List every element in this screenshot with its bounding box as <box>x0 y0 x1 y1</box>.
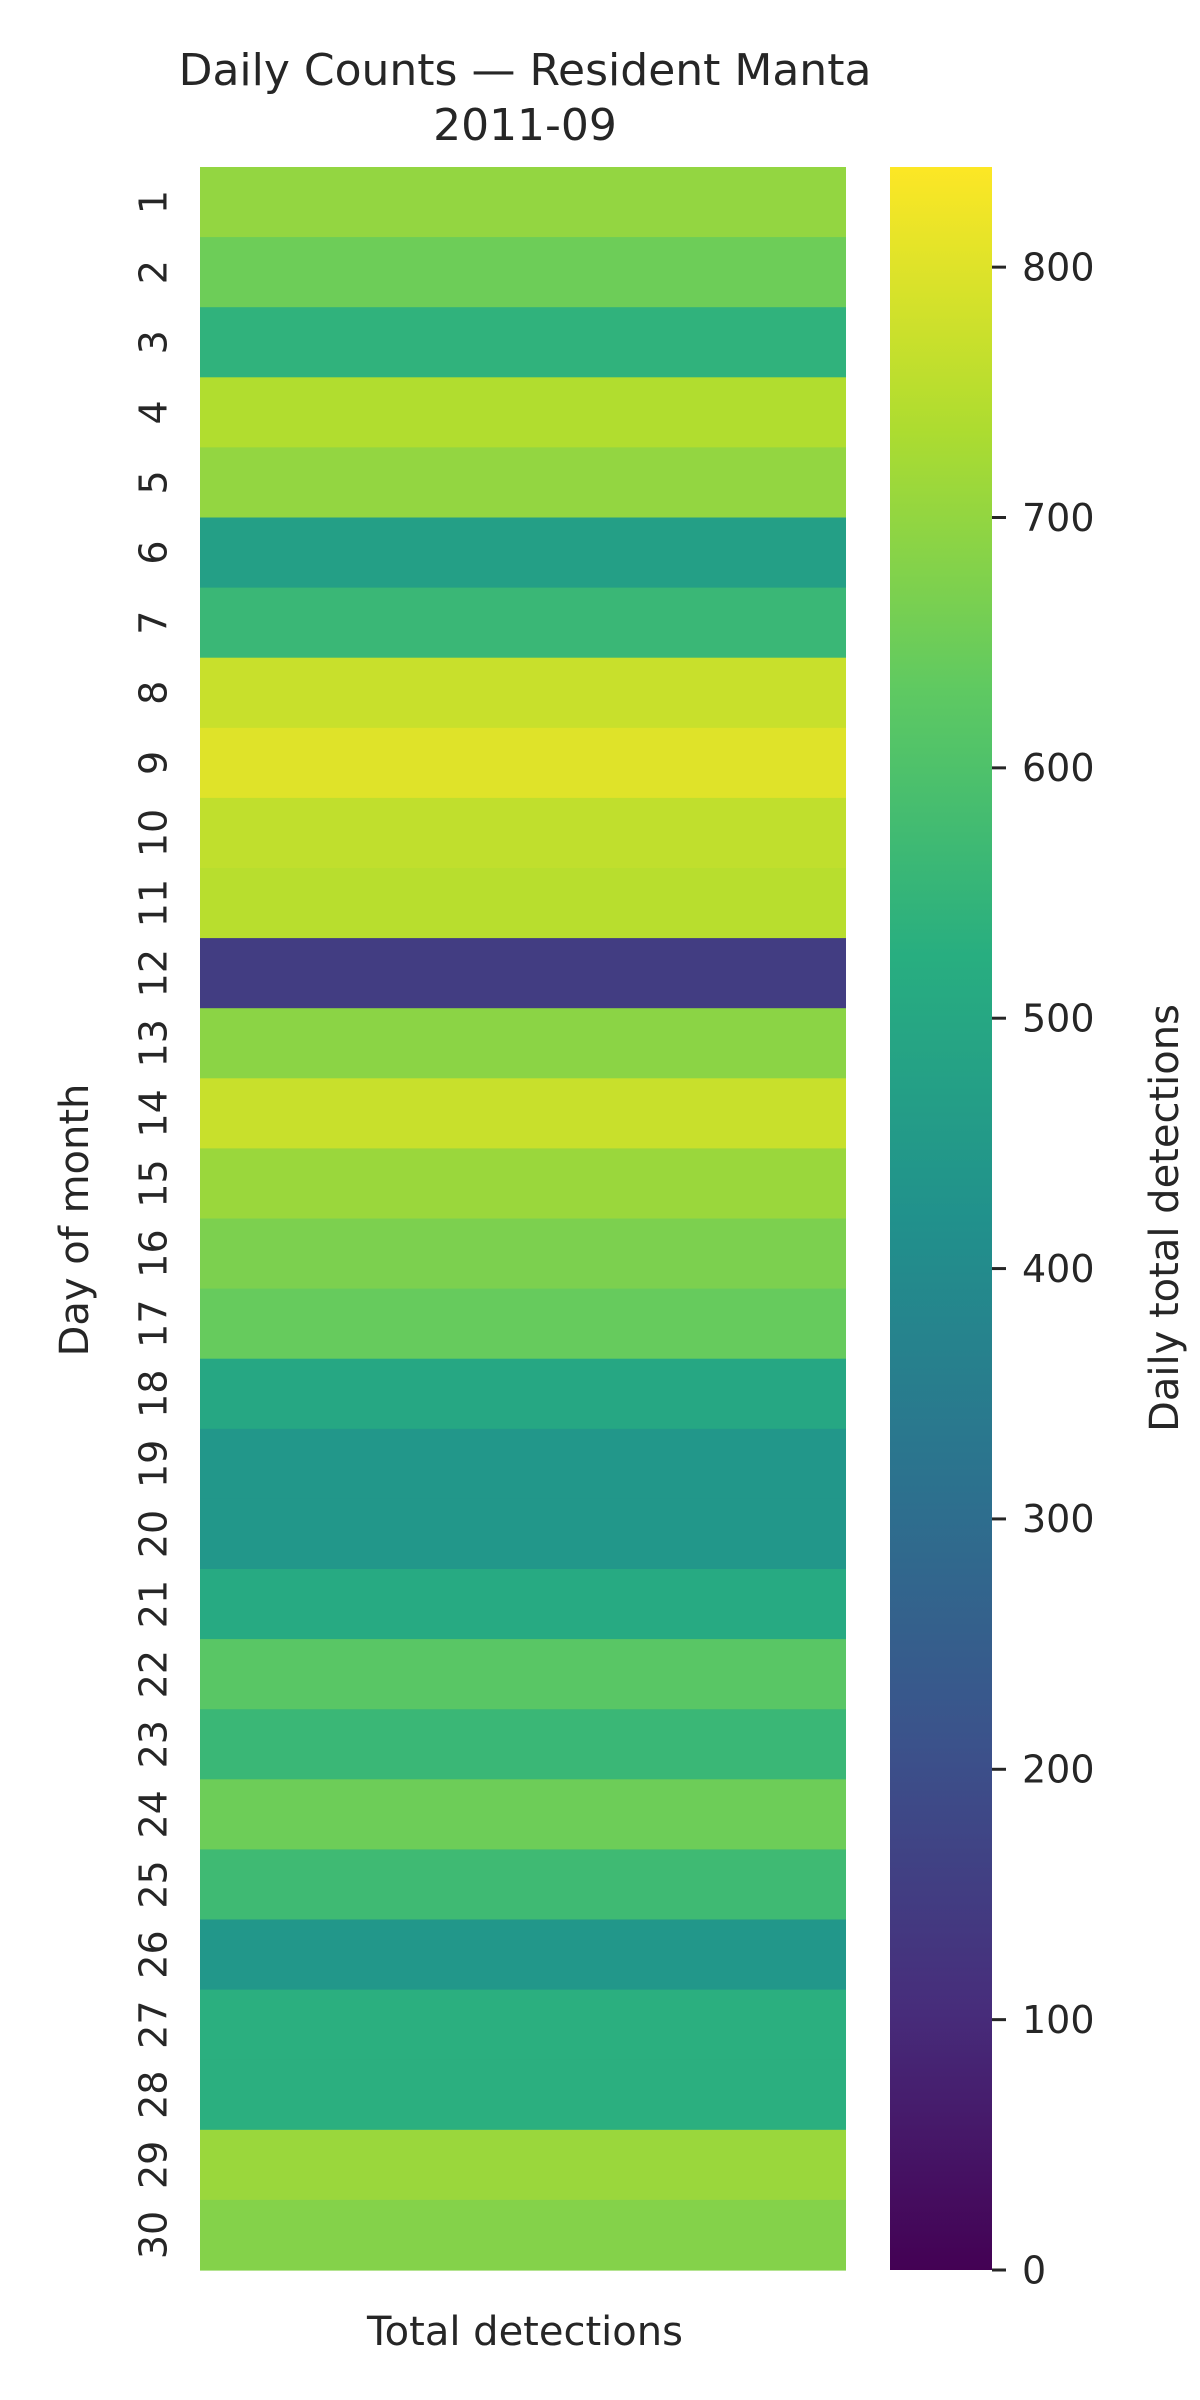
y-tick-label: 9 <box>131 751 175 775</box>
heatmap-cells <box>200 167 846 2271</box>
y-tick-label: 27 <box>131 2000 175 2048</box>
heatmap-cell-day-27 <box>200 1989 846 2061</box>
heatmap-cell-day-20 <box>200 1498 846 1570</box>
y-tick-label: 24 <box>131 1790 175 1838</box>
x-axis-label: Total detections <box>366 2309 683 2355</box>
heatmap-cell-day-11 <box>200 868 846 939</box>
y-tick-label: 1 <box>131 190 175 214</box>
heatmap-cell-day-19 <box>200 1428 846 1500</box>
heatmap-cell-day-30 <box>200 2199 846 2271</box>
y-tick-label: 12 <box>131 949 175 997</box>
y-tick-label: 19 <box>131 1440 175 1488</box>
y-tick-label: 10 <box>131 809 175 857</box>
y-tick-label: 28 <box>131 2071 175 2119</box>
heatmap-cell-day-4 <box>200 377 846 448</box>
y-tick-labels: 1234567891011121314151617181920212223242… <box>131 190 175 2259</box>
heatmap-cell-day-17 <box>200 1288 846 1360</box>
colorbar-tick-label: 400 <box>1022 1247 1095 1291</box>
colorbar-ticks: 0 100 200 300 400 500 600 700 800 <box>992 245 1095 2292</box>
y-tick-label: 25 <box>131 1860 175 1908</box>
y-tick-label: 26 <box>131 1930 175 1978</box>
heatmap-cell-day-5 <box>200 447 846 519</box>
y-tick-label: 4 <box>131 400 175 424</box>
y-tick-label: 23 <box>131 1720 175 1768</box>
heatmap-cell-day-23 <box>200 1709 846 1780</box>
y-tick-label: 3 <box>131 330 175 354</box>
y-tick-label: 14 <box>131 1089 175 1137</box>
colorbar <box>890 167 992 2270</box>
y-tick-label: 5 <box>131 470 175 494</box>
heatmap-cell-day-15 <box>200 1148 846 1220</box>
y-tick-label: 20 <box>131 1510 175 1558</box>
heatmap-cell-day-18 <box>200 1358 846 1430</box>
y-tick-label: 8 <box>131 681 175 705</box>
y-tick-label: 6 <box>131 540 175 564</box>
heatmap-cell-day-25 <box>200 1849 846 1921</box>
heatmap-cell-day-9 <box>200 727 846 799</box>
colorbar-tick-label: 200 <box>1022 1748 1095 1792</box>
colorbar-tick-label: 300 <box>1022 1497 1095 1541</box>
y-tick-label: 11 <box>131 879 175 927</box>
heatmap-cell-day-28 <box>200 2059 846 2131</box>
heatmap-cell-day-21 <box>200 1569 846 1640</box>
y-tick-label: 15 <box>131 1159 175 1207</box>
y-tick-label: 29 <box>131 2141 175 2189</box>
colorbar-tick-label: 500 <box>1022 997 1095 1041</box>
heatmap-cell-day-10 <box>200 797 846 869</box>
y-tick-label: 2 <box>131 260 175 284</box>
heatmap-cell-day-12 <box>200 938 846 1009</box>
y-tick-label: 22 <box>131 1650 175 1698</box>
y-tick-label: 21 <box>131 1580 175 1628</box>
heatmap-cell-day-24 <box>200 1779 846 1850</box>
heatmap-cell-day-26 <box>200 1919 846 1991</box>
colorbar-tick-label: 100 <box>1022 1998 1095 2042</box>
heatmap-cell-day-29 <box>200 2129 846 2201</box>
colorbar-label: Daily total detections <box>1142 1004 1188 1432</box>
colorbar-tick-label: 700 <box>1022 496 1095 540</box>
heatmap-cell-day-22 <box>200 1639 846 1710</box>
heatmap-cell-day-6 <box>200 517 846 589</box>
colorbar-tick-label: 800 <box>1022 245 1095 289</box>
heatmap-cell-day-2 <box>200 237 846 308</box>
y-tick-label: 18 <box>131 1370 175 1418</box>
y-axis-label: Day of month <box>52 1084 98 1357</box>
heatmap-cell-day-7 <box>200 587 846 659</box>
chart-title: Daily Counts — Resident Manta <box>179 45 872 96</box>
y-tick-label: 17 <box>131 1299 175 1347</box>
y-tick-label: 13 <box>131 1019 175 1067</box>
heatmap-cell-day-14 <box>200 1078 846 1149</box>
y-tick-label: 16 <box>131 1229 175 1277</box>
heatmap-cell-day-16 <box>200 1218 846 1290</box>
heatmap-cell-day-13 <box>200 1008 846 1079</box>
chart-subtitle: 2011-09 <box>433 100 617 151</box>
y-tick-label: 30 <box>131 2211 175 2259</box>
colorbar-tick-label: 600 <box>1022 746 1095 790</box>
heatmap-cell-day-1 <box>200 167 846 238</box>
heatmap-cell-day-3 <box>200 307 846 378</box>
colorbar-tick-label: 0 <box>1022 2248 1046 2292</box>
heatmap-cell-day-8 <box>200 657 846 729</box>
y-tick-label: 7 <box>131 611 175 635</box>
